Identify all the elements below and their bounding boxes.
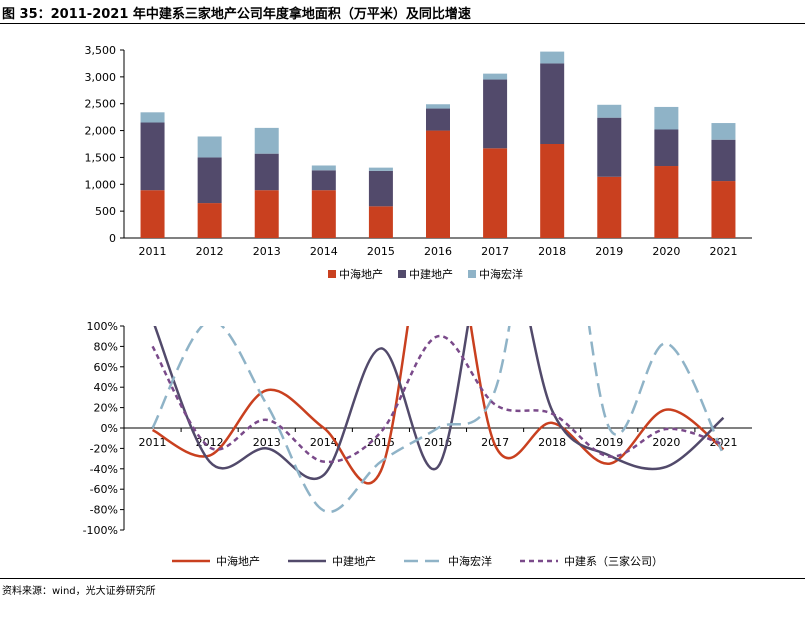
line-legend-label: 中海宏洋	[448, 554, 492, 568]
bar-segment	[254, 153, 279, 191]
bar-segment	[711, 123, 736, 140]
bar-y-tick-label: 1,500	[85, 151, 117, 164]
bar-x-tick-label: 2016	[424, 245, 452, 258]
line-x-tick-label: 2021	[709, 436, 737, 449]
line-y-tick-label: 0%	[101, 422, 118, 435]
bar-segment	[483, 148, 508, 238]
bar-segment	[254, 127, 279, 154]
bar-x-tick-label: 2012	[196, 245, 224, 258]
bar-segment	[426, 130, 450, 238]
line-series	[151, 326, 725, 514]
line-legend-label: 中建地产	[332, 554, 376, 568]
bar-segment	[426, 108, 450, 131]
source-note: 资料来源：wind，光大证券研究所	[2, 586, 156, 597]
line-legend-label: 中海地产	[216, 554, 260, 568]
line-y-tick-label: -40%	[90, 463, 118, 476]
bar-y-tick-label: 500	[95, 205, 116, 218]
bar-x-tick-label: 2015	[367, 245, 395, 258]
line-y-tick-label: 100%	[87, 320, 118, 333]
bar-y-tick-label: 1,000	[85, 178, 117, 191]
line-series	[151, 326, 725, 485]
bar-segment	[254, 190, 279, 238]
bar-segment	[197, 136, 222, 158]
bar-y-tick-label: 2,000	[85, 125, 117, 138]
bar-segment	[197, 157, 222, 204]
bar-segment	[597, 104, 622, 118]
line-x-tick-label: 2011	[139, 436, 167, 449]
bar-segment	[140, 122, 165, 191]
bar-segment	[311, 170, 336, 191]
bar-x-tick-label: 2018	[538, 245, 566, 258]
bar-x-tick-label: 2017	[481, 245, 509, 258]
bar-y-tick-label: 2,500	[85, 98, 117, 111]
bar-x-tick-label: 2019	[595, 245, 623, 258]
charts-canvas: 3,500 3,000 2,500 2,000 1,500 1,000 500 0 2011 20…	[83, 44, 752, 568]
growth-line-chart: 100% 80% 60% 40% 20% 0% -20% -40% -60% -80% -100% 2…	[83, 320, 752, 568]
bar-segment	[483, 79, 508, 149]
bar-segment	[140, 190, 165, 238]
bar-segment	[368, 170, 393, 207]
stacked-bar-chart: 3,500 3,000 2,500 2,000 1,500 1,000 500 0 2011 20…	[85, 44, 752, 281]
line-y-tick-label: -20%	[90, 442, 118, 455]
line-x-tick-label: 2012	[196, 436, 224, 449]
bar-x-tick-label: 2014	[310, 245, 338, 258]
line-legend-label: 中建系（三家公司）	[564, 554, 663, 568]
bar-legend-label: 中海宏洋	[479, 267, 523, 281]
line-x-tick-label: 2020	[652, 436, 680, 449]
line-x-tick-label: 2014	[310, 436, 338, 449]
bar-segment	[540, 63, 565, 144]
line-series-group	[151, 326, 725, 514]
bar-segment	[426, 104, 450, 109]
bar-y-tick-label: 3,000	[85, 71, 117, 84]
line-y-tick-label: 40%	[94, 381, 118, 394]
bar-y-tick-label: 3,500	[85, 44, 117, 57]
bar-legend-swatch	[328, 270, 336, 278]
line-x-tick-label: 2018	[538, 436, 566, 449]
bar-segment	[197, 203, 222, 238]
bar-legend-swatch	[398, 270, 406, 278]
bar-legend-label: 中海地产	[339, 267, 383, 281]
bar-segment	[654, 106, 679, 130]
line-series	[153, 326, 725, 481]
line-y-tick-label: -80%	[90, 504, 118, 517]
figure-title: 图 35：2011-2021 年中建系三家地产公司年度拿地面积（万平米）及同比增…	[2, 7, 471, 22]
bottom-rule	[0, 578, 805, 579]
bar-legend-swatch	[468, 270, 476, 278]
line-x-tick-label: 2013	[253, 436, 281, 449]
bar-legend-label: 中建地产	[409, 267, 453, 281]
bar-segment	[483, 73, 508, 80]
bar-x-tick-label: 2020	[652, 245, 680, 258]
bar-segment	[368, 206, 393, 238]
line-y-tick-label: 20%	[94, 402, 118, 415]
bar-x-tick-label: 2011	[139, 245, 167, 258]
bar-segment	[368, 167, 393, 171]
bar-segment	[711, 181, 736, 238]
bar-segment	[311, 165, 336, 171]
bar-segment	[311, 190, 336, 238]
line-y-tick-label: 80%	[94, 340, 118, 353]
bar-y-tick-label: 0	[109, 232, 116, 245]
bar-segment	[654, 129, 679, 167]
line-y-tick-label: 60%	[94, 361, 118, 374]
bar-segment	[540, 51, 565, 64]
line-y-tick-label: -60%	[90, 483, 118, 496]
line-y-tick-label: -100%	[83, 524, 118, 537]
bar-x-tick-label: 2021	[709, 245, 737, 258]
bar-segment	[540, 144, 565, 238]
bar-segment	[597, 176, 622, 238]
bar-segment	[711, 139, 736, 182]
bar-segment	[140, 112, 165, 123]
bar-segment	[597, 117, 622, 177]
bar-x-tick-label: 2013	[253, 245, 281, 258]
line-x-tick-label: 2019	[595, 436, 623, 449]
bar-segment	[654, 166, 679, 238]
title-rule	[0, 23, 805, 24]
